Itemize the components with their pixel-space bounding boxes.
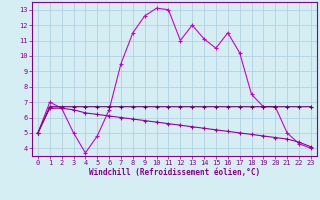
X-axis label: Windchill (Refroidissement éolien,°C): Windchill (Refroidissement éolien,°C)	[89, 168, 260, 177]
